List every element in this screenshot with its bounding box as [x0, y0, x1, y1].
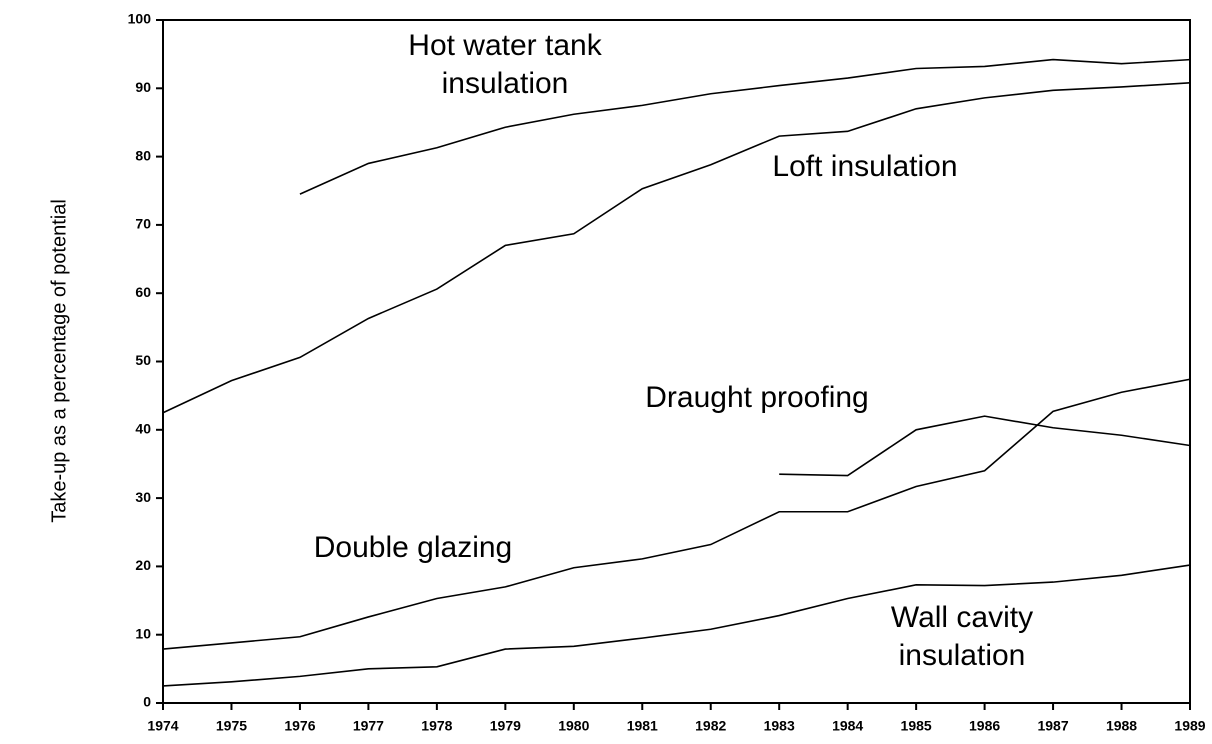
series-line: [299, 58, 1191, 195]
x-tick-label: 1989: [1174, 718, 1205, 734]
y-tick-label: 20: [135, 557, 151, 573]
series-label: Loft insulation: [772, 150, 958, 183]
y-tick-label: 60: [135, 284, 151, 300]
series-label: Hot water tank insulation: [408, 29, 602, 100]
x-tick-label: 1988: [1106, 718, 1137, 734]
y-tick-label: 0: [143, 694, 151, 710]
x-tick-label: 1977: [353, 718, 384, 734]
series-line: [162, 378, 1191, 650]
y-tick-label: 40: [135, 421, 151, 437]
y-tick-label: 50: [135, 352, 151, 368]
y-tick-label: 70: [135, 216, 151, 232]
y-tick-label: 10: [135, 625, 151, 641]
y-tick-label: 30: [135, 489, 151, 505]
x-tick-label: 1985: [901, 718, 932, 734]
x-tick-label: 1978: [421, 718, 452, 734]
x-tick-label: 1987: [1037, 718, 1068, 734]
x-tick-label: 1981: [627, 718, 658, 734]
y-tick-label: 100: [128, 11, 152, 27]
x-tick-label: 1976: [284, 718, 315, 734]
x-tick-label: 1974: [147, 718, 178, 734]
x-tick-label: 1980: [558, 718, 589, 734]
series-line: [162, 82, 1191, 414]
y-axis-label: Take-up as a percentage of potential: [48, 199, 70, 523]
y-tick-label: 90: [135, 79, 151, 95]
series-line: [779, 415, 1191, 477]
y-tick-label: 80: [135, 147, 151, 163]
x-tick-label: 1975: [216, 718, 247, 734]
x-tick-label: 1986: [969, 718, 1000, 734]
series-label: Wall cavity insulation: [890, 601, 1034, 672]
series-label: Draught proofing: [645, 381, 869, 414]
x-tick-label: 1979: [490, 718, 521, 734]
x-tick-label: 1982: [695, 718, 726, 734]
series-label: Double glazing: [313, 531, 513, 564]
x-tick-label: 1983: [764, 718, 795, 734]
x-tick-label: 1984: [832, 718, 863, 734]
series-line: [162, 564, 1191, 687]
